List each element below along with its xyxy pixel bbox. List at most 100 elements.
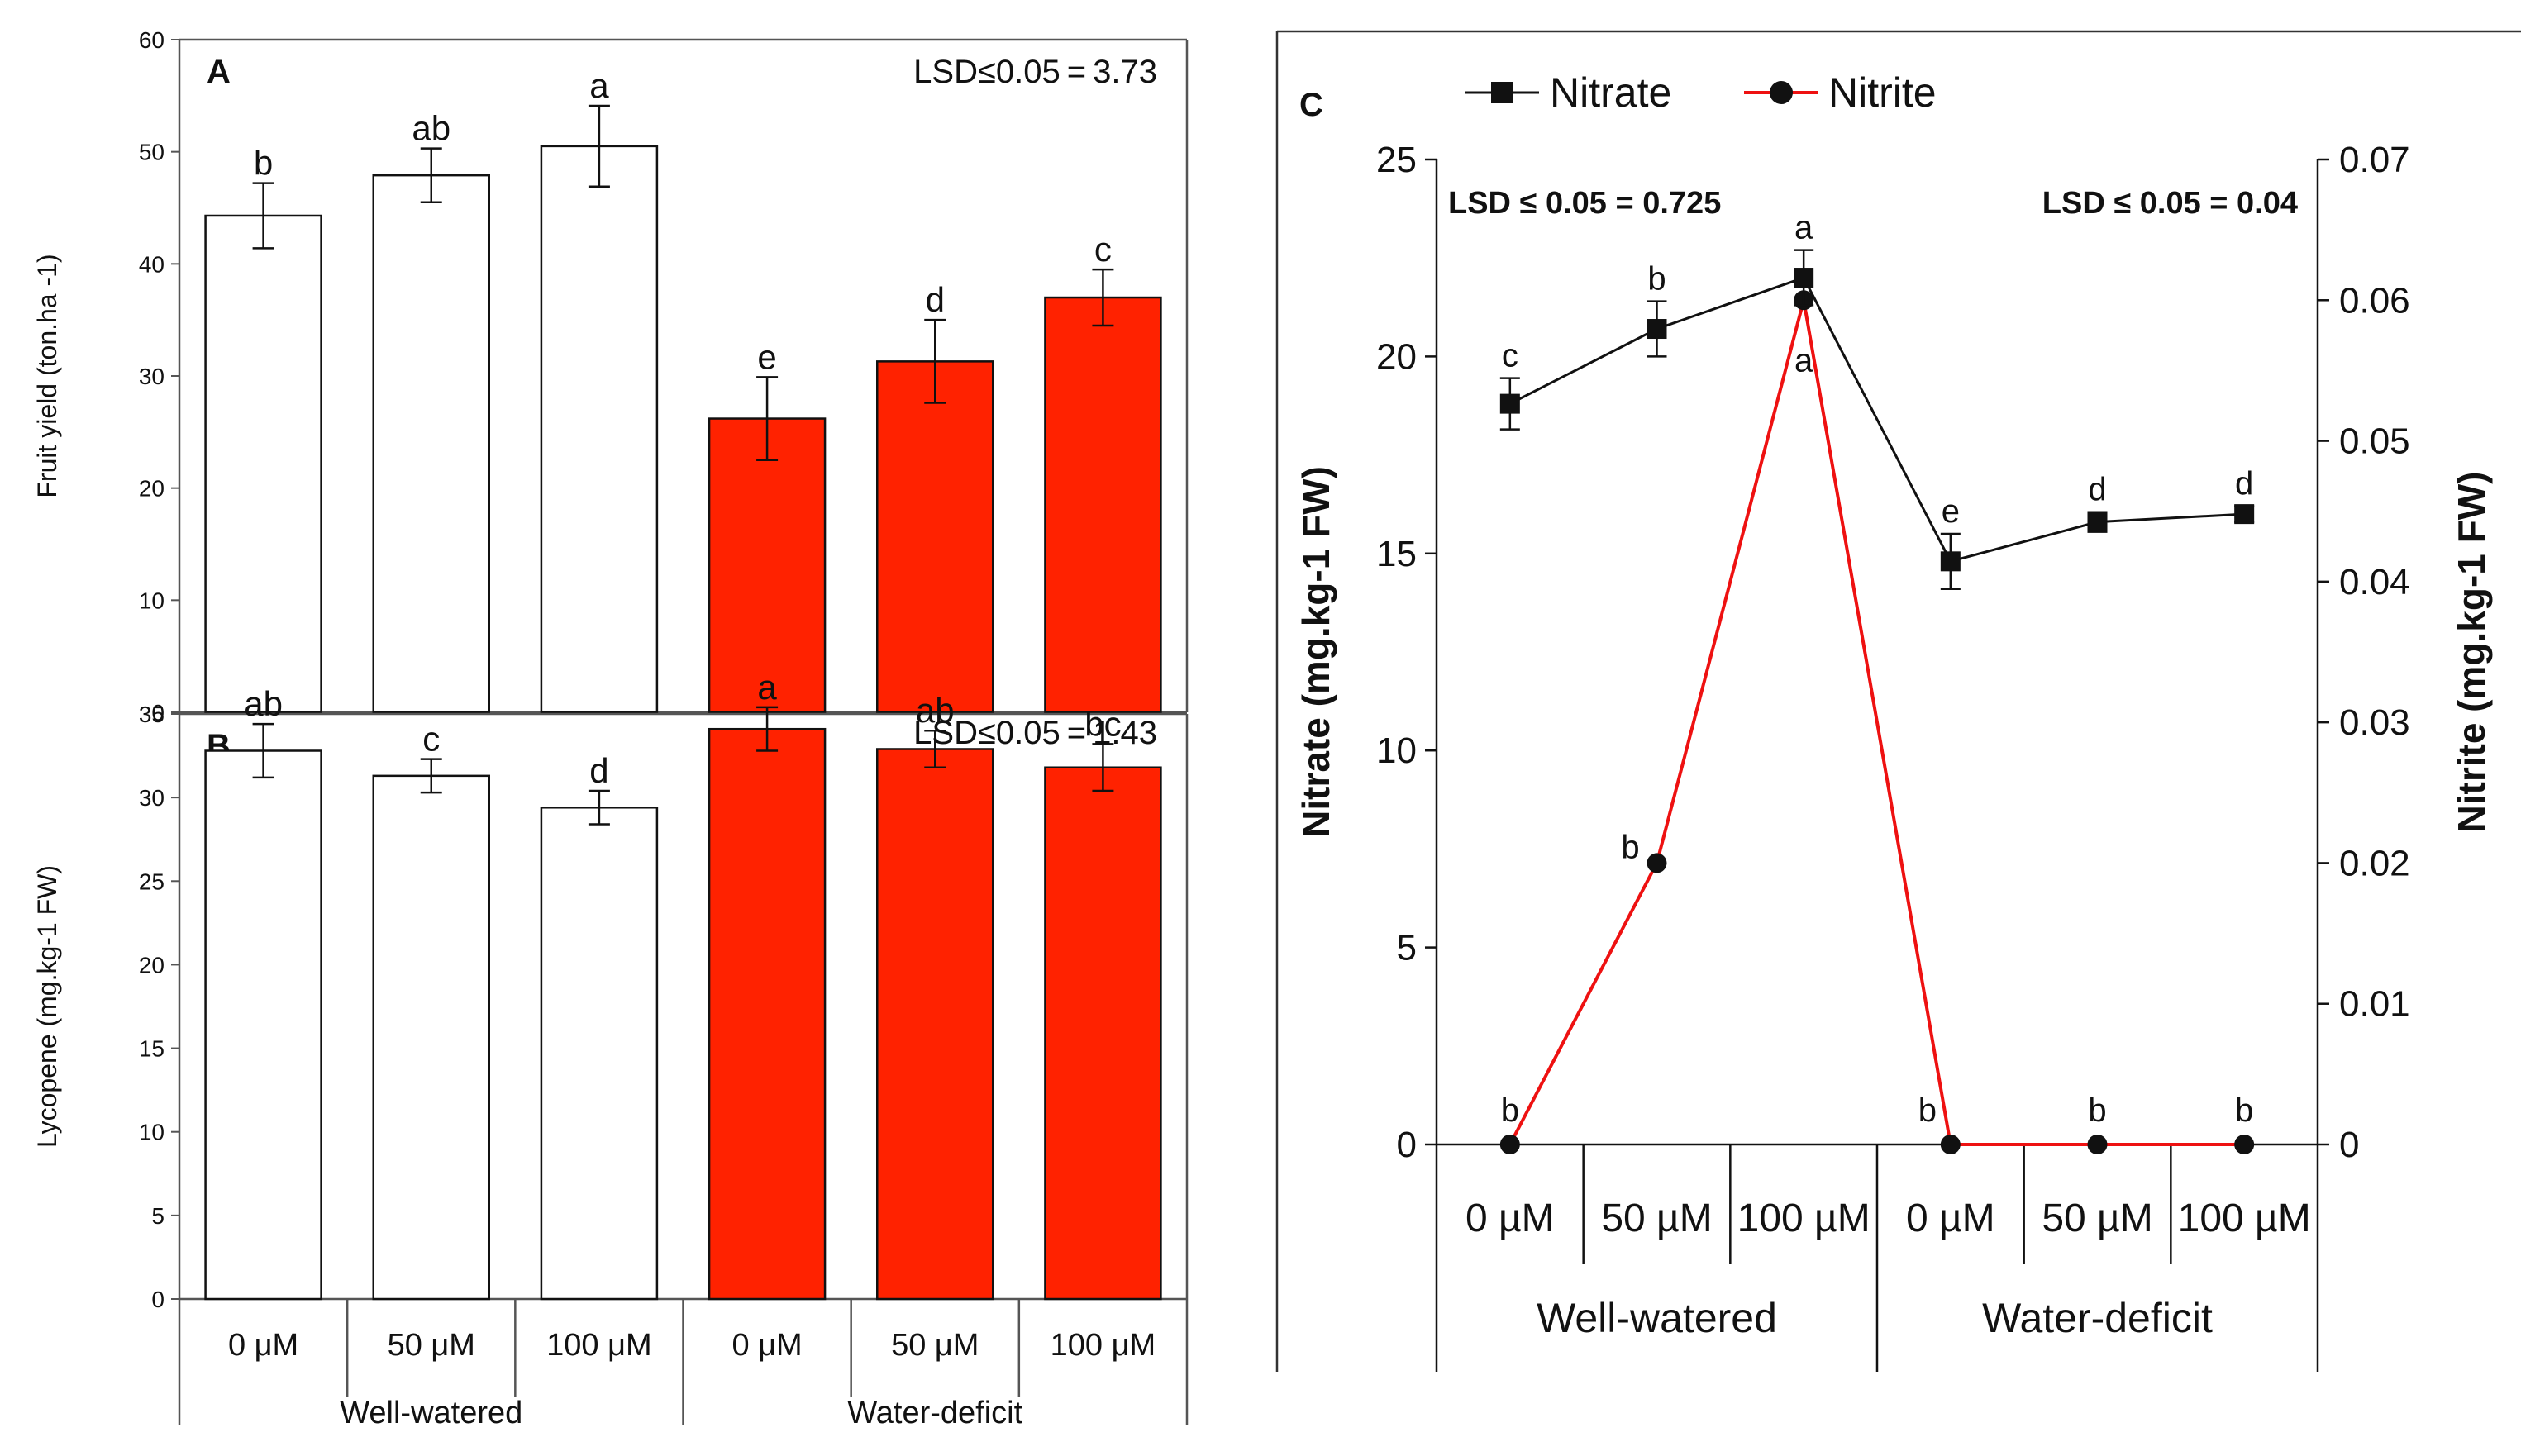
c-left-y-tick-label: 25 xyxy=(1376,140,1417,180)
nitrate-series-line xyxy=(1509,276,2245,564)
c-right-y-tick-label: 0.02 xyxy=(2339,843,2410,883)
c-left-y-tick-label: 10 xyxy=(1376,730,1417,771)
legend-nitrate-square-marker xyxy=(1491,82,1513,103)
c-right-y-axis-title: Nitrite (mg.kg-1 FW) xyxy=(2450,472,2493,833)
b-bar xyxy=(1044,766,1162,1301)
c-right-y-tick-label: 0.03 xyxy=(2339,702,2410,743)
chart-a-fruit-yield: 0 10 20 30 40 50 60 Fruit yield (ton.ha -1) A LSD… xyxy=(32,27,1189,726)
nitrite-significance-letter: b xyxy=(1621,829,1639,865)
c-category-label: 100 µM xyxy=(2178,1197,2311,1240)
b-y-tick-label: 25 xyxy=(139,868,164,894)
ab-category-label: 0 μM xyxy=(228,1328,298,1363)
ab-category-label: 0 μM xyxy=(732,1328,802,1363)
nitrite-significance-letter: b xyxy=(2088,1092,2106,1129)
a-y-tick-label: 30 xyxy=(139,364,164,389)
nitrite-significance-letter: b xyxy=(2235,1092,2253,1129)
c-panel-label: C xyxy=(1299,87,1323,123)
c-right-y-tick-label: 0 xyxy=(2339,1125,2359,1165)
ab-category-axis: 0 μM 50 μM 100 μM 0 μM 50 μM 100 μM Well-water… xyxy=(178,1299,1189,1430)
a-y-tick-label: 40 xyxy=(139,251,164,277)
c-category-label: 0 µM xyxy=(1906,1197,1995,1240)
nitrate-significance-letter: a xyxy=(1794,210,1813,246)
a-bar xyxy=(708,417,827,714)
a-y-tick-label: 60 xyxy=(139,27,164,53)
c-lsd-right-label: LSD ≤ 0.05 = 0.04 xyxy=(2042,186,2298,221)
a-y-tick-label: 20 xyxy=(139,476,164,502)
ab-category-label: 50 μM xyxy=(388,1328,475,1363)
ab-category-label: 100 μM xyxy=(1051,1328,1156,1363)
a-y-axis-title: Fruit yield (ton.ha -1) xyxy=(32,254,62,497)
a-significance-letter: e xyxy=(757,337,776,376)
c-group-label: Water-deficit xyxy=(1982,1295,2213,1341)
nitrate-significance-letter: d xyxy=(2235,466,2253,502)
b-significance-letter: bc xyxy=(1084,704,1121,743)
a-significance-letter: c xyxy=(1094,230,1112,269)
legend-nitrite-label: Nitrite xyxy=(1828,69,1937,116)
b-significance-letter: c xyxy=(422,720,440,759)
b-y-tick-label: 0 xyxy=(151,1287,164,1312)
ab-group-label: Water-deficit xyxy=(847,1396,1022,1430)
b-lsd-label: LSD≤0.05 = 1.43 xyxy=(913,715,1157,751)
chart-c-nitrate-nitrite: C Nitrate Nitrite 0 5 10 15 20 25 Nitrate (mg.kg-… xyxy=(1275,30,2521,1372)
nitrite-significance-letter: b xyxy=(1501,1092,1519,1129)
b-significance-letter: ab xyxy=(244,684,283,723)
c-right-y-tick-label: 0.01 xyxy=(2339,984,2410,1025)
a-panel-label: A xyxy=(207,54,231,90)
nitrate-point xyxy=(1499,393,1520,414)
nitrate-point xyxy=(1794,268,1814,288)
c-category-label: 100 µM xyxy=(1737,1197,1870,1240)
c-right-y-tick-label: 0.04 xyxy=(2339,562,2410,602)
c-left-y-tick-label: 5 xyxy=(1397,928,1417,968)
ab-category-label: 50 μM xyxy=(891,1328,979,1363)
c-right-y-tick-label: 0.06 xyxy=(2339,280,2410,321)
c-lsd-left-label: LSD ≤ 0.05 = 0.725 xyxy=(1448,186,1721,221)
a-lsd-label: LSD≤0.05 = 3.73 xyxy=(913,54,1157,90)
nitrite-series-line xyxy=(1508,299,2245,1146)
nitrite-significance-letter: b xyxy=(1918,1092,1937,1129)
c-right-y-tick-label: 0.05 xyxy=(2339,421,2410,462)
nitrite-point xyxy=(1647,853,1667,873)
c-group-label: Well-watered xyxy=(1537,1295,1777,1341)
c-category-label: 50 µM xyxy=(1601,1197,1712,1240)
c-left-y-axis-title: Nitrate (mg.kg-1 FW) xyxy=(1294,466,1337,838)
nitrate-point xyxy=(1940,551,1961,572)
nitrate-point xyxy=(2087,512,2108,532)
nitrite-significance-letter: a xyxy=(1794,342,1813,378)
c-category-label: 0 µM xyxy=(1465,1197,1555,1240)
c-left-y-tick-label: 0 xyxy=(1397,1125,1417,1165)
b-bar xyxy=(372,774,490,1301)
a-significance-letter: b xyxy=(254,144,273,183)
b-bar xyxy=(540,807,659,1301)
nitrate-point xyxy=(1647,319,1667,340)
b-bar xyxy=(204,749,322,1301)
b-y-tick-label: 30 xyxy=(139,785,164,811)
nitrate-significance-letter: d xyxy=(2088,472,2106,508)
b-bar xyxy=(708,727,827,1301)
nitrate-significance-letter: c xyxy=(1502,338,1518,374)
b-bar xyxy=(876,748,994,1301)
b-y-axis-title: Lycopene (mg.kg-1 FW) xyxy=(32,865,62,1148)
a-bar xyxy=(540,145,659,714)
legend-nitrite-circle-marker xyxy=(1770,81,1793,104)
b-significance-letter: d xyxy=(589,751,608,790)
nitrate-point xyxy=(2234,504,2255,525)
a-bar xyxy=(372,174,490,714)
a-significance-letter: a xyxy=(589,66,609,105)
b-significance-letter: a xyxy=(757,668,777,707)
b-y-tick-label: 20 xyxy=(139,952,164,978)
nitrite-point xyxy=(1940,1135,1961,1154)
b-y-tick-label: 35 xyxy=(139,702,164,727)
a-y-tick-label: 50 xyxy=(139,140,164,165)
nitrite-point xyxy=(1499,1135,1520,1154)
a-y-tick-label: 0 xyxy=(151,700,164,726)
a-bar xyxy=(1044,296,1162,714)
c-left-y-tick-label: 20 xyxy=(1376,336,1417,377)
ab-category-label: 100 μM xyxy=(546,1328,652,1363)
nitrate-significance-letter: b xyxy=(1647,261,1666,297)
a-y-tick-label: 10 xyxy=(139,588,164,613)
b-y-tick-label: 15 xyxy=(139,1036,164,1062)
b-y-tick-label: 5 xyxy=(151,1203,164,1229)
